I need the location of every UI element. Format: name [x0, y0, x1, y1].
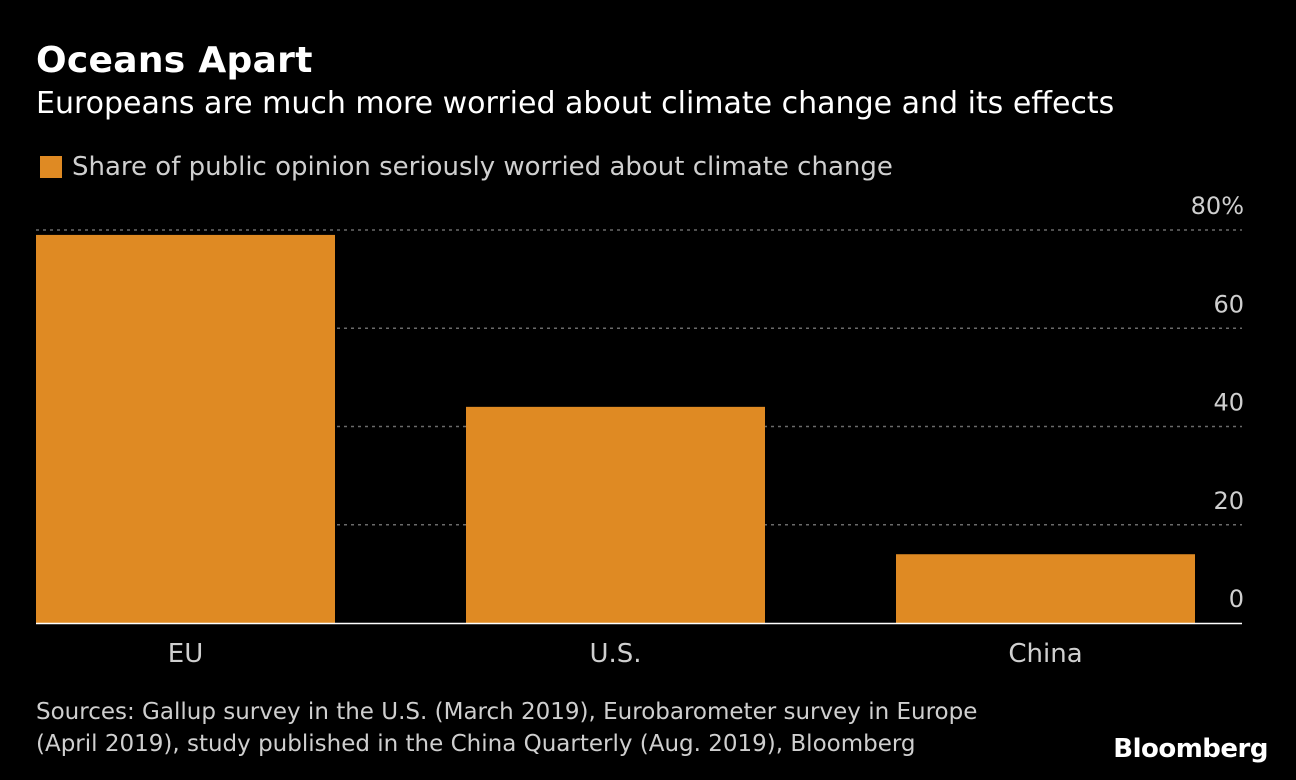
sources-note: Sources: Gallup survey in the U.S. (Marc… — [36, 696, 1116, 760]
sources-line-1: Sources: Gallup survey in the U.S. (Marc… — [36, 699, 978, 725]
y-tick-label-80: 80% — [1191, 192, 1244, 220]
chart-subtitle: Europeans are much more worried about cl… — [36, 86, 1115, 121]
x-tick-label-u-s: U.S. — [589, 639, 641, 669]
y-tick-label-60: 60 — [1213, 290, 1244, 318]
y-tick-label-0: 0 — [1229, 585, 1244, 613]
sources-line-2: (April 2019), study published in the Chi… — [36, 731, 916, 757]
legend-swatch — [40, 156, 62, 178]
bar-china — [896, 554, 1195, 623]
bar-u-s — [466, 406, 765, 623]
legend: Share of public opinion seriously worrie… — [40, 152, 893, 182]
bar-chart: 0 20 40 60 80% EU U.S. China — [36, 192, 1244, 669]
y-tick-label-40: 40 — [1213, 389, 1244, 417]
x-tick-label-china: China — [1008, 639, 1082, 669]
legend-label: Share of public opinion seriously worrie… — [72, 152, 893, 182]
x-tick-label-eu: EU — [168, 639, 203, 669]
y-tick-label-20: 20 — [1213, 487, 1244, 515]
bar-eu — [36, 234, 335, 623]
chart-title: Oceans Apart — [36, 40, 313, 81]
bloomberg-logo: Bloomberg — [1113, 734, 1268, 764]
